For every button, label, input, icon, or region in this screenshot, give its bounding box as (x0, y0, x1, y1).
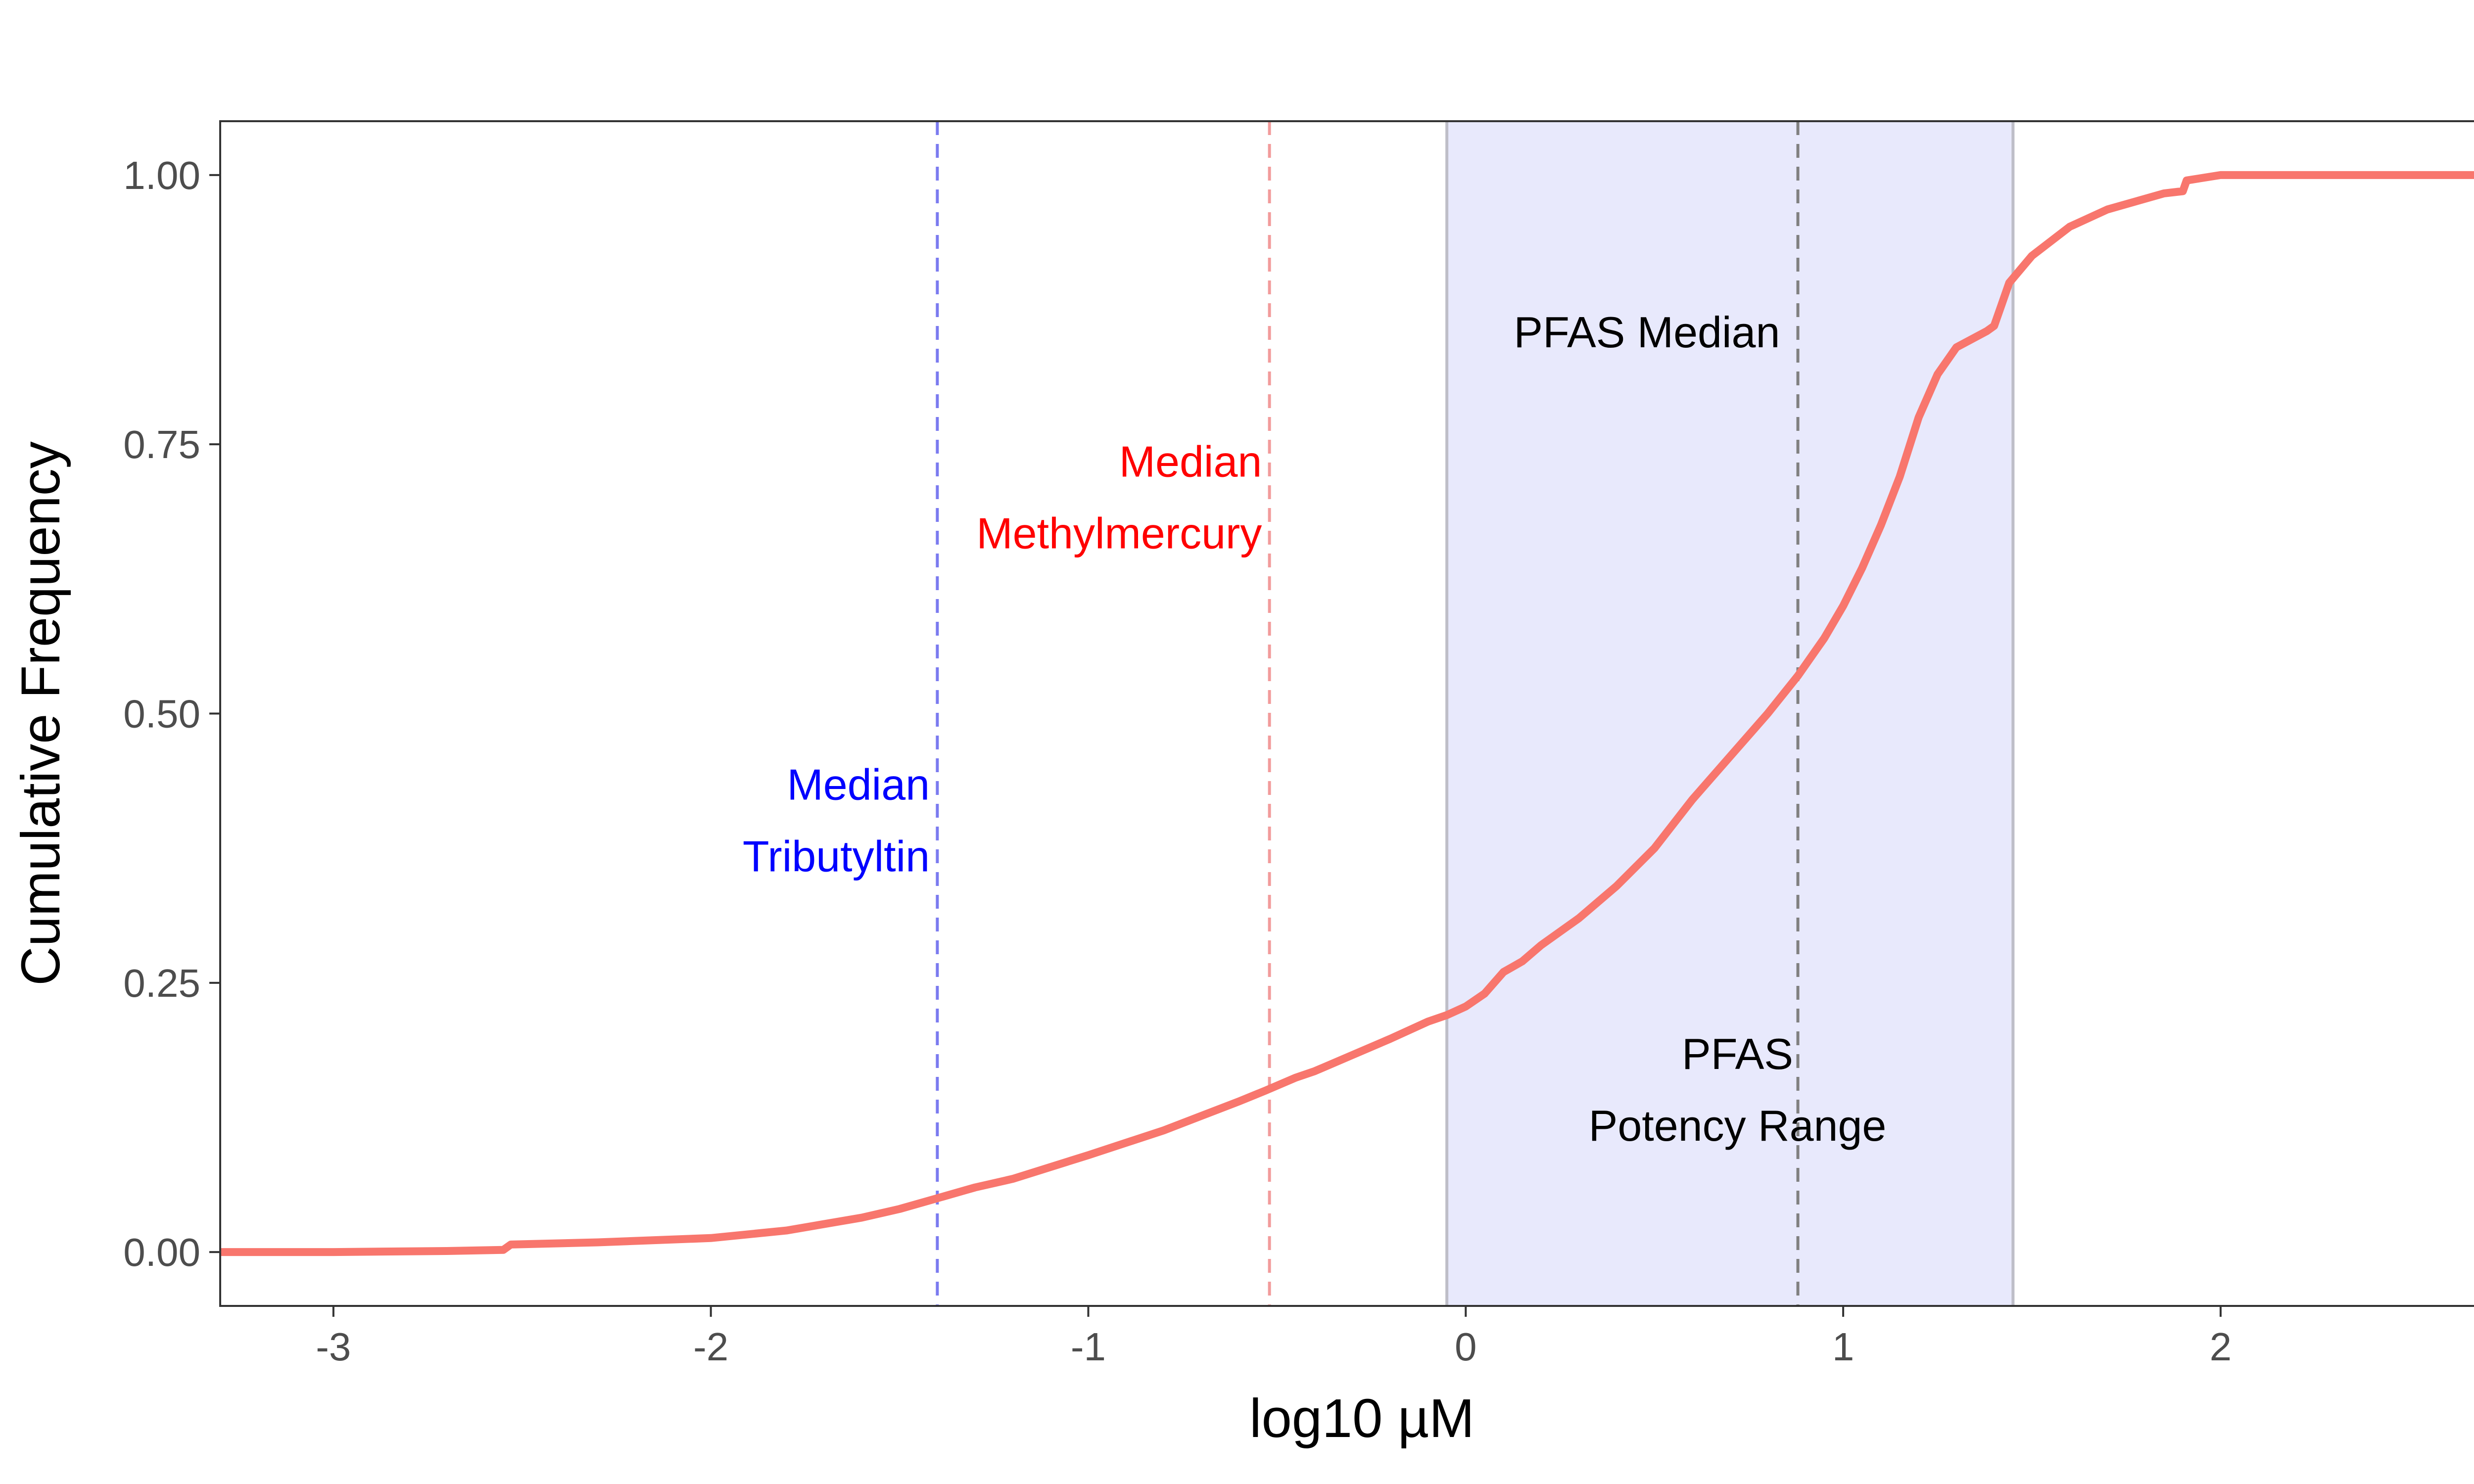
annotation-pfas-potency-range-line-1: PFAS (1682, 1029, 1793, 1078)
x-tick-label: -3 (316, 1325, 351, 1369)
y-axis-title: Cumulative Frequency (10, 441, 71, 985)
x-tick-label: 1 (1832, 1325, 1855, 1369)
x-axis-title: log10 µM (1249, 1388, 1475, 1449)
y-tick-label: 0.00 (123, 1230, 200, 1274)
x-tick-label: 0 (1455, 1325, 1477, 1369)
x-tick-label: 2 (2210, 1325, 2232, 1369)
annotation-pfas-potency-range-line-2: Potency Range (1589, 1101, 1887, 1150)
ecdf-series-line (220, 171, 2474, 1256)
y-tick-label: 0.75 (123, 422, 200, 466)
y-tick-label: 0.50 (123, 692, 200, 736)
x-tick-label: -1 (1071, 1325, 1106, 1369)
annotation-median-tributyltin-line-1: Median (787, 760, 930, 809)
plot-panel-background (220, 121, 2474, 1306)
annotation-median-tributyltin-line-2: Tributyltin (743, 832, 930, 881)
x-tick-label: -2 (693, 1325, 728, 1369)
pfas-potency-range-band (1447, 121, 2013, 1306)
annotation-median-methylmercury-line-2: Methylmercury (976, 509, 1262, 558)
annotation-median-methylmercury-line-1: Median (1119, 437, 1262, 486)
annotation-pfas-median-line-1: PFAS Median (1514, 308, 1780, 357)
y-tick-label: 1.00 (123, 153, 200, 197)
y-tick-label: 0.25 (123, 961, 200, 1005)
